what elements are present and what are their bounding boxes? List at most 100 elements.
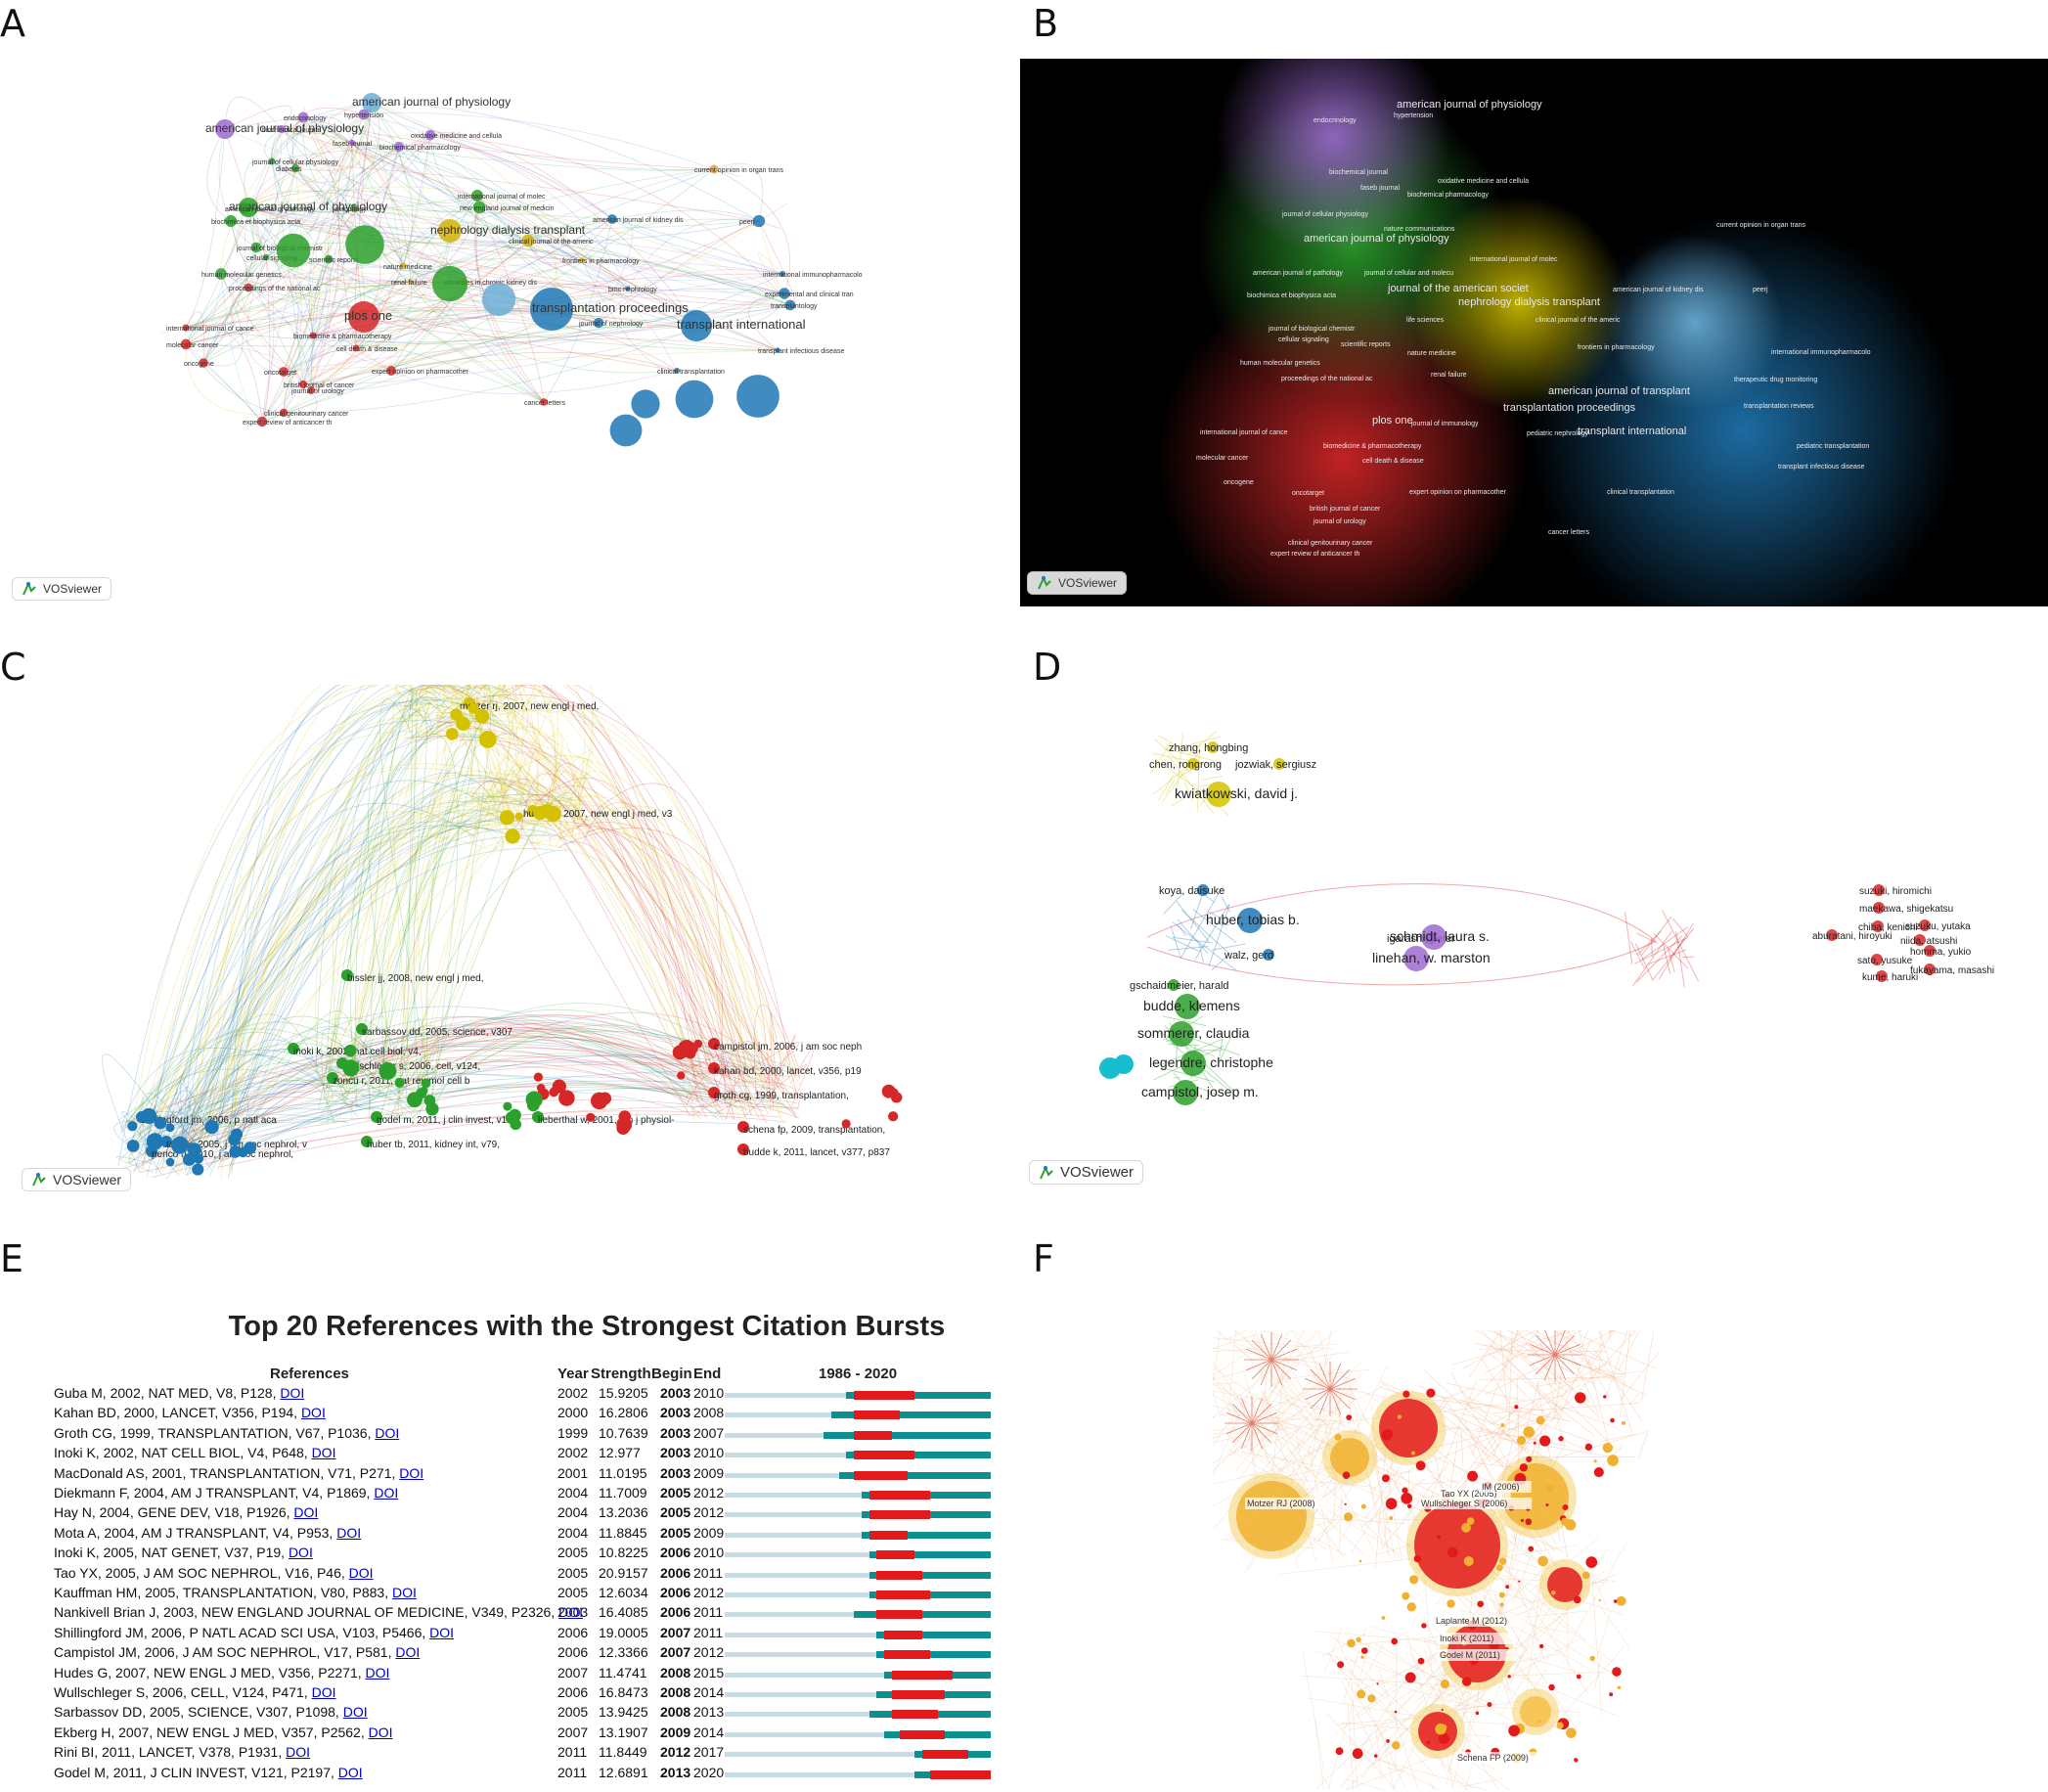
edge (492, 799, 772, 1112)
edge (403, 692, 511, 809)
doi-link[interactable]: DOI (342, 1704, 368, 1721)
edge (283, 349, 779, 373)
density-label: endocrinology (1313, 117, 1357, 124)
edge (393, 686, 439, 1119)
edge (1278, 1558, 1412, 1575)
edge (1600, 1433, 1636, 1442)
reference-node (327, 1072, 338, 1084)
edge (371, 102, 414, 267)
end-cell: 2012 (693, 1585, 725, 1600)
year-cell: 2007 (557, 1664, 589, 1680)
journal-node (348, 301, 379, 333)
edge (492, 694, 529, 803)
edge (315, 699, 506, 1067)
edge (1153, 738, 1192, 774)
doi-link[interactable]: DOI (365, 1664, 390, 1680)
edge (255, 134, 431, 248)
edge (1588, 1359, 1610, 1447)
edge (1609, 1330, 1612, 1342)
edge (713, 168, 740, 177)
journal-node (438, 219, 462, 243)
col-header-end: End (693, 1366, 722, 1382)
edge (1523, 1330, 1582, 1359)
edge (294, 167, 326, 201)
edge (1508, 1330, 1513, 1442)
edge (486, 782, 784, 1124)
reference-node (1440, 1680, 1449, 1689)
edge (1180, 885, 1224, 959)
edge (142, 685, 465, 1166)
journal-label: oxidative medicine and cellula (411, 133, 502, 140)
reference-node (1598, 1598, 1601, 1602)
edge (244, 134, 431, 215)
edge (1270, 1359, 1298, 1371)
edge (1211, 943, 1246, 951)
edge (429, 132, 613, 220)
doi-link[interactable]: DOI (392, 1585, 417, 1600)
doi-link[interactable]: DOI (288, 1545, 313, 1561)
doi-link[interactable]: DOI (375, 1424, 400, 1441)
reference-node (229, 1145, 242, 1158)
edge (1213, 1349, 1323, 1380)
edge (1554, 1334, 1576, 1356)
active-span (854, 1611, 991, 1619)
doi-link[interactable]: DOI (337, 1764, 363, 1780)
edge (713, 162, 764, 222)
edge (174, 1022, 783, 1155)
edge (175, 1098, 207, 1142)
edge (351, 142, 629, 290)
doi-link[interactable]: DOI (374, 1485, 399, 1501)
timeline-bar (725, 1729, 991, 1739)
doi-link[interactable]: DOI (286, 1744, 310, 1761)
edge (1641, 916, 1672, 956)
doi-link[interactable]: DOI (368, 1724, 393, 1740)
density-label: pediatric nephrology (1527, 430, 1589, 437)
doi-link[interactable]: DOI (280, 1385, 305, 1401)
edge (466, 685, 521, 806)
edge (169, 1036, 743, 1171)
edge (174, 711, 488, 1168)
edge (483, 685, 537, 804)
edge (138, 1113, 348, 1143)
burst-span (854, 1411, 900, 1420)
doi-link[interactable]: DOI (558, 1604, 583, 1621)
node-label-bg (1245, 1498, 1333, 1509)
edge (1543, 1354, 1556, 1381)
edge (183, 1061, 372, 1152)
edge (547, 762, 705, 1108)
doi-link[interactable]: DOI (293, 1504, 319, 1521)
end-cell: 2012 (693, 1485, 725, 1501)
edge (264, 128, 283, 162)
journal-node (779, 288, 790, 299)
edge (1634, 943, 1654, 980)
edge (231, 685, 467, 1177)
doi-link[interactable]: DOI (399, 1464, 424, 1481)
doi-link[interactable]: DOI (336, 1524, 362, 1541)
doi-link[interactable]: DOI (395, 1644, 421, 1661)
doi-link[interactable]: DOI (300, 1405, 326, 1421)
doi-link[interactable]: DOI (311, 1445, 336, 1461)
strength-cell: 11.7009 (599, 1485, 647, 1501)
timeline-bar (725, 1530, 991, 1540)
edge (328, 102, 373, 144)
edge (1596, 1610, 1612, 1658)
reference-node (1411, 1451, 1416, 1456)
edge (483, 685, 516, 827)
year-cell: 2005 (557, 1585, 589, 1600)
edge (611, 218, 783, 275)
doi-link[interactable]: DOI (429, 1624, 455, 1640)
doi-link[interactable]: DOI (348, 1564, 374, 1581)
doi-link[interactable]: DOI (311, 1684, 336, 1700)
edge (523, 773, 728, 1077)
edge (355, 347, 678, 394)
edge (1668, 949, 1675, 972)
edge (1536, 1370, 1642, 1387)
timeline-bar (725, 1630, 991, 1639)
edge (1248, 1330, 1314, 1420)
active-span (830, 1411, 991, 1419)
reference-node (1406, 1503, 1412, 1509)
edge (247, 195, 478, 212)
reference-node (1612, 1667, 1622, 1677)
edge (240, 256, 285, 373)
edge (1213, 1330, 1337, 1440)
